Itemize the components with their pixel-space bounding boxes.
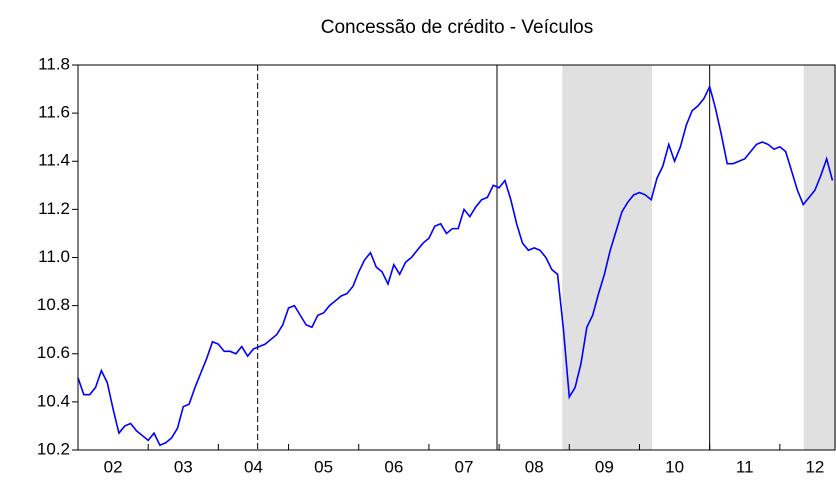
x-tick-label: 12 xyxy=(805,457,824,476)
y-tick-label: 11.0 xyxy=(38,247,70,266)
x-tick-label: 06 xyxy=(384,457,403,476)
x-tick-label: 03 xyxy=(174,457,193,476)
x-tick-label: 08 xyxy=(525,457,544,476)
y-tick-label: 10.4 xyxy=(37,391,70,410)
x-tick-label: 04 xyxy=(244,457,263,476)
y-tick-label: 11.8 xyxy=(38,54,70,73)
y-tick-label: 11.2 xyxy=(38,199,70,218)
x-tick-label: 11 xyxy=(736,457,754,476)
recession-shade xyxy=(562,65,653,450)
series-line xyxy=(77,84,834,447)
y-tick-label: 10.8 xyxy=(37,295,70,314)
x-tick-label: 07 xyxy=(455,457,474,476)
y-tick-label: 10.2 xyxy=(37,439,70,458)
y-tick-label: 10.6 xyxy=(37,343,70,362)
y-tick-label: 11.6 xyxy=(38,103,70,122)
chart-title: Concessão de crédito - Veículos xyxy=(321,17,594,38)
plot-frame xyxy=(77,64,836,451)
recession-shade xyxy=(803,65,836,450)
x-tick-label: 02 xyxy=(104,457,123,476)
x-tick-label: 10 xyxy=(665,457,684,476)
x-tick-label: 09 xyxy=(595,457,614,476)
y-tick-label: 11.4 xyxy=(38,151,70,170)
x-tick-label: 05 xyxy=(314,457,333,476)
